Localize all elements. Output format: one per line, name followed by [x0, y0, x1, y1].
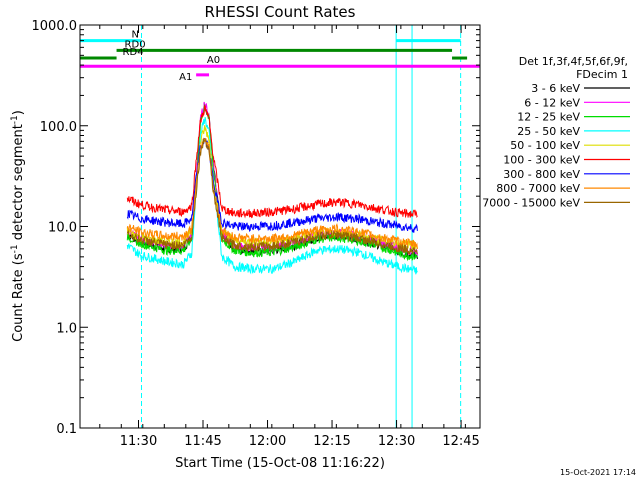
y-axis-label: Count Rate (s-1 detector segment-1): [10, 110, 26, 342]
series-line: [126, 138, 418, 256]
x-tick-label: 11:30: [120, 434, 157, 449]
y-axis: 0.1 1.0 10.0 100.0 1000.0: [32, 19, 480, 437]
legend-entry-label: 300 - 800 keV: [503, 168, 580, 181]
flag-label: A1: [179, 72, 192, 83]
legend-entry-label: 25 - 50 keV: [517, 125, 580, 138]
x-tick-label: 12:15: [313, 434, 350, 449]
y-axis-label-sup: -1: [10, 244, 20, 253]
flag-label: RD4: [123, 47, 144, 58]
x-tick-label: 12:00: [249, 434, 286, 449]
legend-entry-label: 100 - 300 keV: [503, 154, 580, 167]
x-tick-label: 12:45: [442, 434, 479, 449]
flag-label: A0: [207, 55, 220, 66]
y-axis-label-part: ): [11, 110, 26, 115]
y-axis-label-part: detector segment: [11, 124, 26, 244]
legend-entry-label: 50 - 100 keV: [510, 139, 580, 152]
x-axis-label: Start Time (15-Oct-08 11:16:22): [175, 456, 385, 471]
x-tick-label: 11:45: [184, 434, 221, 449]
y-axis-label-sup: -1: [10, 115, 20, 124]
legend: Det 1f,3f,4f,5f,6f,9f, FDecim 1 3 - 6 ke…: [482, 55, 630, 209]
legend-header-line2: FDecim 1: [576, 68, 628, 81]
series-line: [126, 138, 418, 233]
series-line: [126, 104, 418, 219]
y-axis-label-part: Count Rate (s: [11, 253, 26, 342]
flag-label: RD0: [125, 39, 146, 50]
x-tick-label: 12:30: [378, 434, 415, 449]
y-tick-label: 10.0: [48, 221, 77, 236]
legend-entry-label: 800 - 7000 keV: [496, 182, 580, 195]
series-line: [126, 137, 418, 250]
legend-entry-label: 7000 - 15000 keV: [482, 196, 580, 209]
legend-entry-label: 6 - 12 keV: [524, 96, 580, 109]
series-line: [126, 117, 418, 275]
chart-title: RHESSI Count Rates: [205, 3, 356, 21]
legend-header-line1: Det 1f,3f,4f,5f,6f,9f,: [519, 55, 628, 68]
x-axis: 11:30 11:45 12:00 12:15 12:30 12:45: [99, 25, 480, 449]
legend-entry-label: 12 - 25 keV: [517, 111, 580, 124]
y-tick-label: 1000.0: [32, 19, 78, 34]
footer-timestamp: 15-Oct-2021 17:14: [560, 468, 636, 477]
legend-entry-label: 3 - 6 keV: [531, 82, 580, 95]
flag-label: N: [132, 30, 139, 41]
y-tick-label: 0.1: [56, 422, 77, 437]
y-tick-label: 1.0: [56, 321, 77, 336]
y-tick-label: 100.0: [40, 120, 77, 135]
